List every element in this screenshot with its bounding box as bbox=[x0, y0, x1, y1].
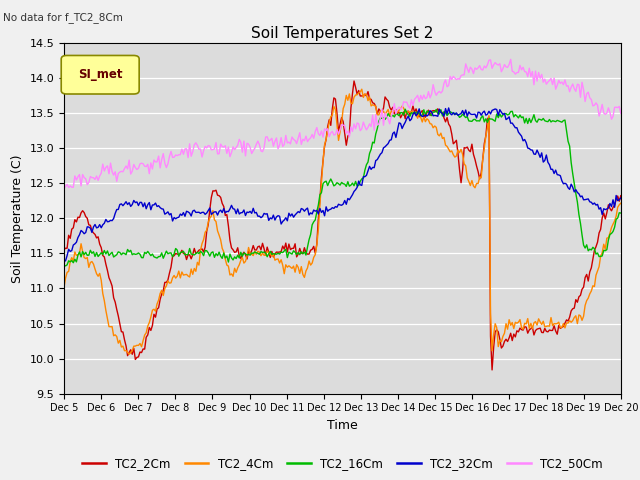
TC2_50Cm bbox=[617, 110, 625, 116]
TC2_50Cm bbox=[60, 186, 68, 192]
Title: Soil Temperatures Set 2: Soil Temperatures Set 2 bbox=[252, 25, 433, 41]
TC2_4Cm bbox=[255, 249, 263, 255]
TC2_16Cm bbox=[228, 255, 236, 261]
TC2_16Cm bbox=[617, 210, 625, 216]
TC2_4Cm bbox=[589, 283, 596, 288]
TC2_32Cm bbox=[60, 259, 68, 264]
TC2_50Cm bbox=[507, 57, 515, 62]
TC2_2Cm bbox=[129, 351, 136, 357]
TC2_2Cm bbox=[254, 244, 262, 250]
TC2_16Cm bbox=[246, 252, 254, 258]
Line: TC2_50Cm: TC2_50Cm bbox=[64, 60, 621, 189]
TC2_4Cm bbox=[125, 351, 133, 357]
TC2_2Cm bbox=[488, 367, 496, 373]
TC2_2Cm bbox=[617, 193, 625, 199]
TC2_50Cm bbox=[244, 141, 252, 147]
Line: TC2_32Cm: TC2_32Cm bbox=[64, 108, 621, 262]
TC2_16Cm bbox=[130, 251, 138, 257]
TC2_32Cm bbox=[129, 202, 136, 207]
TC2_32Cm bbox=[226, 206, 234, 212]
FancyBboxPatch shape bbox=[61, 56, 139, 94]
TC2_4Cm bbox=[305, 258, 313, 264]
TC2_50Cm bbox=[129, 168, 136, 174]
TC2_4Cm bbox=[60, 285, 68, 290]
TC2_2Cm bbox=[226, 238, 234, 243]
Line: TC2_4Cm: TC2_4Cm bbox=[64, 89, 621, 354]
TC2_50Cm bbox=[226, 154, 234, 159]
TC2_32Cm bbox=[254, 213, 262, 219]
TC2_32Cm bbox=[617, 195, 625, 201]
TC2_16Cm bbox=[589, 244, 596, 250]
TC2_50Cm bbox=[254, 138, 262, 144]
TC2_16Cm bbox=[255, 252, 263, 257]
TC2_4Cm bbox=[130, 343, 138, 349]
TC2_4Cm bbox=[246, 251, 254, 256]
TC2_50Cm bbox=[588, 96, 595, 102]
TC2_2Cm bbox=[589, 256, 596, 262]
TC2_32Cm bbox=[588, 199, 595, 205]
Line: TC2_16Cm: TC2_16Cm bbox=[64, 109, 621, 266]
Line: TC2_2Cm: TC2_2Cm bbox=[64, 81, 621, 370]
TC2_4Cm bbox=[617, 200, 625, 206]
TC2_16Cm bbox=[401, 106, 409, 112]
TC2_2Cm bbox=[60, 247, 68, 252]
TC2_2Cm bbox=[350, 78, 358, 84]
Text: No data for f_TC2_8Cm: No data for f_TC2_8Cm bbox=[3, 12, 123, 23]
TC2_16Cm bbox=[60, 263, 68, 268]
Legend: TC2_2Cm, TC2_4Cm, TC2_16Cm, TC2_32Cm, TC2_50Cm: TC2_2Cm, TC2_4Cm, TC2_16Cm, TC2_32Cm, TC… bbox=[77, 452, 607, 475]
Text: SI_met: SI_met bbox=[78, 68, 122, 81]
TC2_32Cm bbox=[445, 105, 452, 111]
TC2_4Cm bbox=[358, 86, 365, 92]
TC2_16Cm bbox=[305, 237, 313, 242]
TC2_2Cm bbox=[303, 252, 311, 257]
TC2_4Cm bbox=[228, 271, 236, 277]
TC2_32Cm bbox=[244, 210, 252, 216]
TC2_16Cm bbox=[61, 263, 69, 269]
X-axis label: Time: Time bbox=[327, 419, 358, 432]
TC2_50Cm bbox=[303, 139, 311, 144]
TC2_2Cm bbox=[244, 249, 252, 254]
Y-axis label: Soil Temperature (C): Soil Temperature (C) bbox=[11, 154, 24, 283]
TC2_32Cm bbox=[303, 205, 311, 211]
